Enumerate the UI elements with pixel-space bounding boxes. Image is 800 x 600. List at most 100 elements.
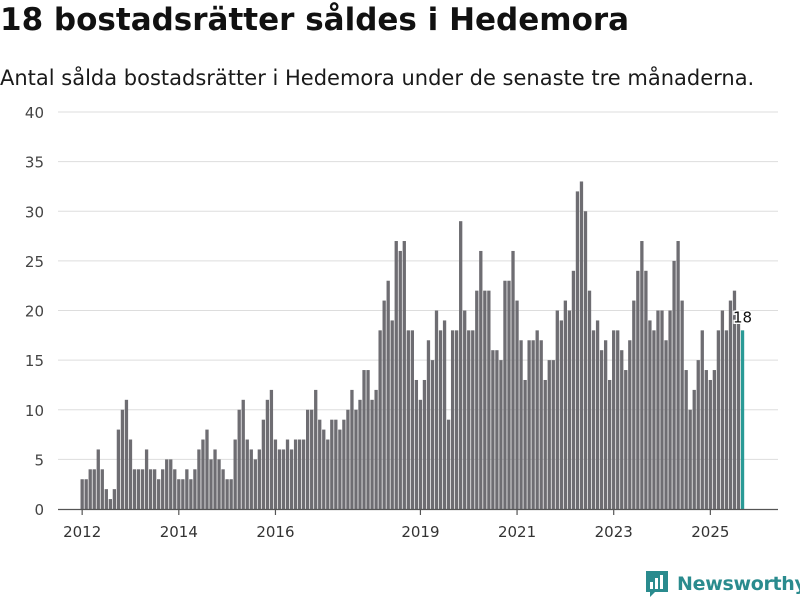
bar	[257, 449, 261, 509]
bar	[515, 300, 519, 509]
bar	[394, 241, 398, 509]
y-axis: 0 5 10 15 20 25 30 35 40	[25, 104, 44, 519]
bar	[640, 241, 644, 509]
bar	[531, 340, 535, 509]
bar	[632, 300, 636, 509]
bar	[265, 399, 270, 509]
bar	[233, 439, 237, 509]
bar	[245, 439, 249, 509]
bar	[720, 310, 725, 509]
bar	[181, 479, 185, 509]
y-tick-label: 30	[25, 203, 44, 221]
bar	[487, 290, 491, 509]
bar	[579, 181, 584, 510]
bar	[680, 300, 684, 509]
bar	[358, 399, 362, 509]
bar	[708, 379, 712, 509]
x-axis: 2012 2014 2016 2019 2021 2023 2025	[58, 508, 778, 541]
bar	[672, 260, 676, 510]
bar	[253, 459, 257, 510]
bar	[193, 469, 197, 509]
x-tick-label: 2023	[595, 523, 633, 541]
bar	[628, 340, 632, 509]
bar	[724, 330, 729, 509]
bar	[543, 379, 547, 509]
bar	[370, 399, 374, 509]
bar	[612, 330, 616, 509]
bar	[479, 250, 483, 509]
bar	[652, 330, 656, 509]
bar	[209, 459, 213, 510]
bar	[277, 449, 282, 509]
bar	[318, 419, 322, 509]
bar	[471, 330, 475, 509]
bar	[575, 191, 580, 509]
bar	[491, 350, 495, 509]
bar	[527, 340, 531, 509]
bar	[314, 389, 318, 509]
bar	[297, 439, 302, 509]
bar	[281, 449, 286, 509]
bar	[539, 340, 543, 509]
bar	[507, 280, 511, 509]
bar	[346, 409, 350, 509]
bar	[382, 300, 386, 509]
bar	[229, 479, 233, 509]
bar	[120, 409, 125, 509]
bar	[269, 389, 274, 509]
bar	[547, 360, 551, 510]
bar	[495, 350, 499, 509]
y-tick-label: 20	[25, 303, 44, 321]
bar	[100, 469, 104, 509]
bar	[700, 330, 704, 509]
x-tick-label: 2016	[256, 523, 294, 541]
bar	[177, 479, 181, 509]
bar	[205, 429, 209, 509]
bar	[104, 489, 108, 509]
highlight-value-label: 18	[733, 308, 752, 326]
bar	[80, 479, 84, 509]
bar	[438, 330, 443, 509]
bar	[124, 399, 129, 509]
bar	[237, 409, 241, 509]
bar	[648, 320, 652, 509]
bar	[88, 469, 92, 509]
bar	[418, 399, 423, 509]
bar	[173, 469, 177, 509]
bar	[301, 439, 306, 509]
bar	[688, 409, 692, 509]
bar	[410, 330, 414, 509]
bar	[128, 439, 133, 509]
chart-title: 18 bostadsrätter såldes i Hedemora	[0, 2, 630, 38]
bar	[334, 419, 338, 509]
bar	[112, 489, 117, 509]
bar	[467, 330, 471, 509]
bar	[599, 350, 604, 509]
bar	[217, 459, 221, 510]
data-labels: 18	[731, 307, 753, 328]
bar	[285, 439, 290, 509]
bar	[306, 409, 310, 509]
bar	[644, 270, 648, 509]
bar	[338, 429, 342, 509]
bar	[716, 330, 721, 509]
bar	[454, 330, 459, 509]
bar	[165, 459, 169, 510]
bar	[736, 320, 741, 509]
bar	[620, 350, 624, 509]
newsworthy-logo-icon	[646, 571, 668, 597]
bar	[696, 360, 700, 510]
bar	[503, 280, 507, 509]
bar	[603, 340, 608, 509]
bar	[398, 250, 402, 509]
bar	[668, 310, 672, 509]
bar	[322, 429, 326, 509]
bar	[132, 469, 137, 509]
bar	[656, 310, 660, 509]
bar	[402, 241, 406, 509]
bar	[587, 290, 592, 509]
y-tick-label: 0	[34, 501, 44, 519]
x-tick-label: 2012	[63, 523, 101, 541]
bar	[499, 360, 503, 510]
